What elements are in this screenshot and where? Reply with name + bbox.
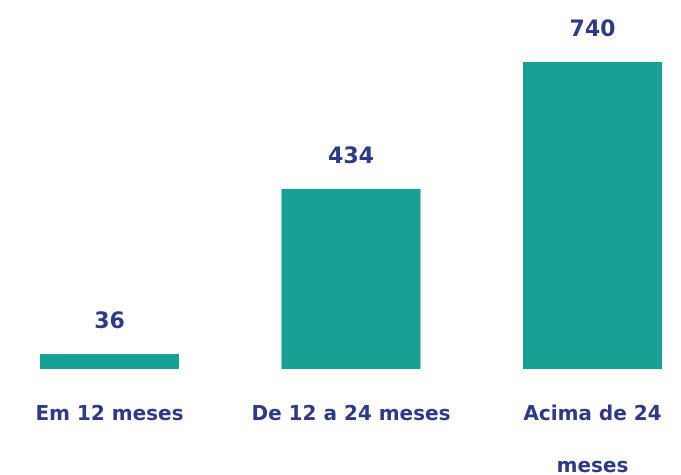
x-tick-label: De 12 a 24 meses xyxy=(251,401,451,425)
bar xyxy=(523,62,662,369)
value-label: 434 xyxy=(328,144,374,169)
value-label: 36 xyxy=(94,309,125,334)
x-tick-label: Em 12 meses xyxy=(35,401,184,425)
x-tick-label: Acima de 24 meses xyxy=(523,401,662,475)
value-label: 740 xyxy=(570,17,616,42)
bar xyxy=(281,188,421,369)
bar xyxy=(40,354,179,369)
